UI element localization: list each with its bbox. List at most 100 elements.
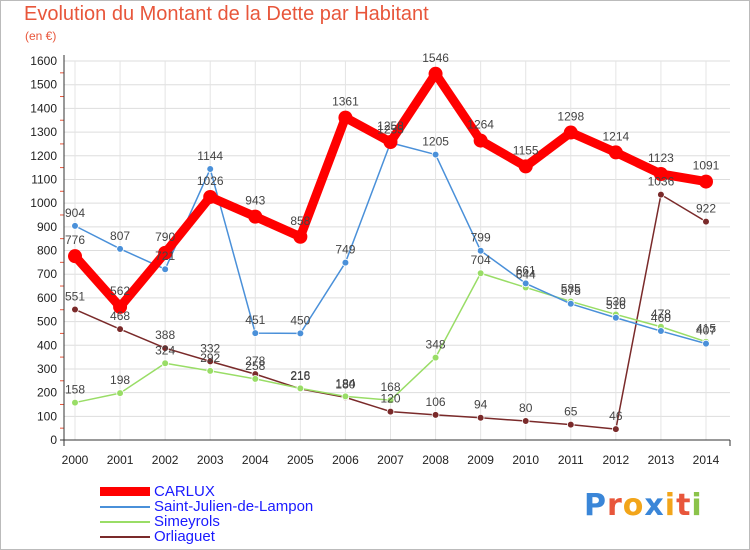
x-tick-label: 2000 — [62, 453, 89, 467]
data-point — [521, 417, 530, 425]
data-point — [386, 396, 395, 405]
logo-letter: P — [584, 488, 607, 523]
data-labels: 551 468 388 332 278 216 180 120 106 94 80 65 46 1036 9… — [65, 51, 720, 423]
logo-letter: i — [691, 488, 703, 523]
data-label: 1155 — [513, 143, 539, 157]
data-label: 292 — [200, 351, 220, 365]
data-point — [476, 246, 485, 255]
logo-letter: x — [644, 488, 665, 523]
data-point — [563, 125, 578, 140]
data-point — [68, 249, 82, 264]
x-tick-label: 2012 — [603, 453, 630, 467]
data-label: 450 — [290, 313, 310, 327]
data-point — [116, 325, 124, 333]
data-point — [161, 359, 169, 368]
data-point — [428, 66, 443, 81]
data-label: 516 — [606, 298, 626, 312]
chart-title: Evolution du Montant de la Dette par Hab… — [24, 3, 429, 25]
y-tick-label: 1600 — [30, 54, 57, 68]
data-label: 644 — [516, 267, 536, 281]
data-label: 922 — [696, 202, 716, 216]
legend-swatch-simeyrols — [100, 520, 150, 523]
data-point — [203, 189, 218, 204]
data-label: 388 — [155, 328, 175, 342]
data-point — [431, 353, 440, 362]
x-tick-label: 2006 — [332, 453, 359, 467]
data-point — [296, 329, 305, 338]
data-point — [476, 269, 485, 278]
data-label: 1036 — [648, 175, 675, 189]
y-tick-label: 600 — [37, 291, 57, 305]
data-label: 1264 — [467, 118, 494, 132]
data-label: 585 — [561, 281, 581, 295]
data-label: 184 — [335, 376, 355, 390]
y-unit-label: (en €) — [25, 29, 57, 43]
x-tick-label: 2001 — [107, 453, 134, 467]
data-label: 80 — [519, 401, 533, 415]
data-point — [116, 245, 124, 253]
data-point — [566, 299, 575, 308]
data-point — [702, 217, 710, 226]
data-label: 1255 — [377, 123, 404, 137]
legend-item-orliaguet: Orliaguet — [100, 529, 313, 544]
x-tick-label: 2004 — [242, 453, 269, 467]
y-tick-label: 1500 — [30, 78, 57, 92]
legend-swatch-carlux — [100, 487, 150, 496]
x-tick-label: 2014 — [693, 453, 720, 467]
data-label: 1123 — [648, 151, 674, 165]
data-label: 1214 — [603, 129, 630, 143]
legend-item-simeyrols: Simeyrols — [100, 514, 313, 529]
data-point — [431, 411, 440, 419]
data-point — [473, 133, 488, 148]
legend-swatch-orliaguet — [100, 535, 150, 538]
data-label: 530 — [606, 294, 626, 308]
data-point — [251, 329, 260, 337]
data-label: 65 — [564, 405, 578, 419]
data-label: 551 — [65, 289, 85, 303]
legend-label-simeyrols: Simeyrols — [154, 513, 220, 530]
data-point — [702, 339, 710, 348]
data-label: 46 — [609, 409, 623, 423]
data-label: 1546 — [422, 51, 449, 65]
data-label: 1026 — [197, 174, 224, 188]
data-point — [71, 305, 79, 314]
data-point — [71, 398, 79, 407]
data-label: 332 — [200, 341, 220, 355]
data-point — [338, 110, 353, 125]
data-label: 943 — [245, 194, 265, 208]
data-label: 348 — [426, 338, 446, 352]
legend: CARLUX Saint-Julien-de-Lampon Simeyrols … — [100, 484, 313, 544]
data-point — [71, 222, 79, 230]
data-label: 460 — [651, 311, 671, 325]
data-label: 258 — [245, 359, 265, 373]
line-chart: 0 100 200 300 400 500 600 700 800 900 1000 1100 1200… — [30, 51, 731, 467]
data-point — [476, 413, 485, 422]
y-tick-labels: 0 100 200 300 400 500 600 700 800 900 1000 1100 1200… — [30, 54, 57, 447]
data-point — [657, 327, 665, 335]
data-point — [653, 166, 668, 181]
data-point — [113, 299, 128, 314]
data-label: 704 — [471, 253, 491, 267]
data-label: 562 — [110, 284, 130, 298]
logo-letter: i — [664, 488, 677, 523]
data-point — [386, 407, 395, 416]
legend-item-saint-julien: Saint-Julien-de-Lampon — [100, 499, 313, 514]
y-tick-label: 1300 — [30, 125, 57, 139]
data-label: 158 — [65, 383, 85, 397]
data-label: 1205 — [422, 135, 449, 149]
data-point — [206, 357, 215, 366]
data-point — [296, 384, 305, 393]
data-point — [612, 313, 620, 322]
data-point — [657, 190, 665, 199]
x-tick-label: 2011 — [558, 453, 584, 467]
data-label: 451 — [245, 313, 265, 327]
proxiti-logo: Proxiti — [584, 488, 703, 523]
data-point — [566, 420, 575, 429]
y-tick-label: 800 — [37, 244, 57, 258]
x-tick-label: 2010 — [512, 453, 539, 467]
legend-item-carlux: CARLUX — [100, 484, 313, 499]
x-tick-label: 2013 — [648, 453, 675, 467]
logo-letter: r — [607, 488, 623, 523]
x-tick-label: 2002 — [152, 453, 179, 467]
axes — [60, 55, 731, 446]
